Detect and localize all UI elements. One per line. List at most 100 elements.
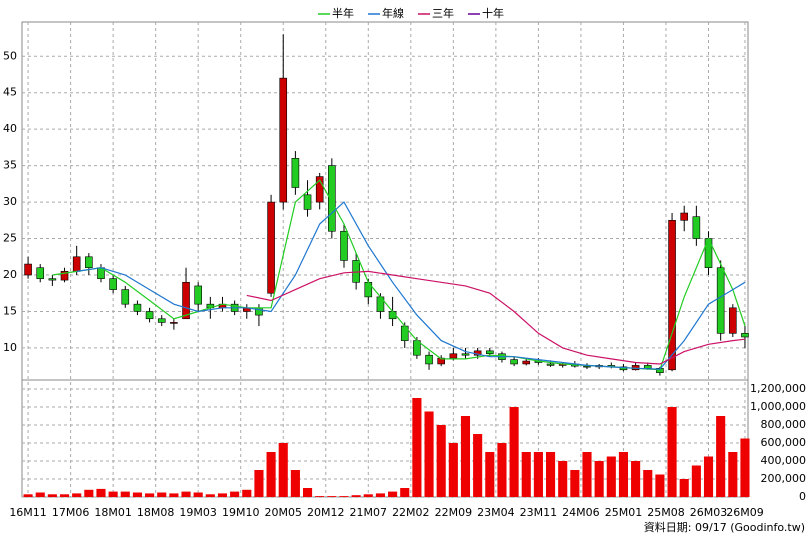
volume-bar (375, 493, 385, 497)
y-tick-label: 45 (3, 86, 17, 99)
candle-body (133, 303, 142, 312)
y-tick-label: 25 (3, 232, 17, 245)
volume-bar (84, 489, 94, 497)
volume-bar (691, 465, 701, 497)
volume-bar (339, 496, 349, 497)
volume-bar (230, 491, 240, 497)
volume-bar (266, 452, 276, 497)
volume-tick-label: 200,000 (761, 472, 807, 485)
volume-bar (205, 494, 215, 497)
candle-body (303, 194, 312, 210)
volume-bar (521, 452, 531, 497)
x-tick-label: 25M01 (605, 506, 643, 519)
volume-bar (509, 407, 519, 497)
x-tick-label: 26M03 (690, 506, 728, 519)
volume-bar (108, 491, 118, 497)
candle-body (109, 278, 117, 290)
candle-body (85, 256, 93, 269)
x-tick-label: 21M07 (350, 506, 388, 519)
volume-bar (716, 416, 726, 497)
volume-bar (558, 461, 568, 497)
candle-body (170, 322, 178, 324)
volume-bar (545, 452, 556, 497)
candle-body (729, 307, 737, 334)
x-tick-label: 22M09 (435, 506, 473, 519)
volume-tick-label: 1,000,000 (750, 400, 806, 413)
y-tick-label: 10 (3, 341, 17, 354)
y-tick-label: 30 (3, 195, 17, 208)
candle-body (48, 278, 57, 281)
plot-frame (21, 21, 749, 498)
candle-body (328, 165, 336, 232)
volume-bar (460, 416, 471, 497)
candle-body (643, 365, 652, 369)
legend-label: 三年 (432, 6, 454, 20)
x-tick-label: 26M09 (726, 506, 764, 519)
volume-bar (594, 461, 604, 497)
volume-bar (740, 438, 750, 497)
volume-bar (618, 452, 629, 497)
volume-bar (193, 492, 203, 497)
volume-bar (169, 493, 179, 497)
volume-bar (631, 461, 641, 497)
volume-bar (485, 452, 495, 497)
candle-body (121, 289, 130, 305)
x-tick-label: 17M06 (52, 506, 90, 519)
candle-body (72, 256, 81, 272)
volume-tick-label: 600,000 (761, 436, 807, 449)
volume-bar (703, 456, 714, 497)
volume-bar (23, 494, 33, 497)
candle-body (583, 365, 591, 368)
volume-bar (679, 479, 689, 497)
x-tick-label: 25M08 (647, 506, 685, 519)
y-tick-label: 20 (3, 268, 17, 281)
volume-bar (436, 425, 446, 497)
volume-bar (59, 494, 70, 497)
volume-bar (351, 495, 361, 497)
legend-label: 半年 (332, 6, 354, 20)
candle-body (522, 360, 531, 365)
candle-body (449, 353, 458, 359)
ma-line (76, 201, 746, 370)
candle-body (157, 318, 166, 323)
volume-bar (72, 493, 82, 497)
volume-bar (424, 411, 434, 497)
volume-bar (448, 443, 458, 497)
x-tick-label: 19M10 (222, 506, 260, 519)
candle-body (461, 353, 470, 356)
ma-line (246, 270, 746, 365)
candle-body (194, 285, 202, 305)
volume-bar (582, 452, 592, 497)
volume-bar (157, 492, 167, 497)
volume-tick-label: 0 (799, 490, 806, 503)
legend-label: 年線 (382, 6, 404, 20)
legend-label: 十年 (482, 6, 504, 20)
candle-body (340, 230, 348, 261)
x-tick-label: 18M08 (137, 506, 175, 519)
candle-body (60, 271, 69, 281)
volume-bar (181, 491, 191, 497)
candle-body (425, 354, 433, 365)
volume-tick-label: 800,000 (761, 418, 807, 431)
y-tick-label: 40 (3, 122, 17, 135)
candle-body (182, 281, 190, 320)
volume-bar (643, 470, 653, 497)
volume-bar (315, 496, 325, 497)
volume-bar (497, 443, 507, 497)
volume-bar (120, 491, 130, 497)
candle-body (692, 216, 701, 239)
y-tick-label: 35 (3, 159, 17, 172)
x-tick-label: 22M02 (392, 506, 430, 519)
candle-body (510, 359, 518, 365)
volume-bar (132, 492, 142, 497)
volume-bar (217, 493, 228, 497)
candle-body (36, 267, 45, 279)
x-tick-label: 20M12 (307, 506, 345, 519)
volume-bar (728, 452, 738, 497)
candle-body (741, 333, 749, 338)
volume-bar (412, 398, 422, 497)
volume-bar (242, 489, 252, 497)
candle-body (279, 77, 288, 203)
volume-bar (667, 407, 677, 497)
candle-body (437, 357, 445, 365)
